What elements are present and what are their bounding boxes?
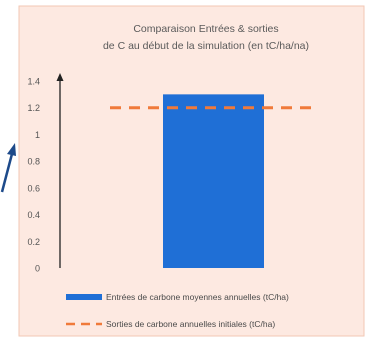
- y-tick-label: 1: [35, 130, 40, 140]
- y-tick-label: 1.4: [27, 77, 40, 87]
- chart-title-line-2: de C au début de la simulation (en tC/ha…: [103, 40, 309, 52]
- chart-title-line-1: Comparaison Entrées & sorties: [133, 23, 278, 35]
- y-tick-label: 0.4: [27, 210, 40, 220]
- y-axis-arrowhead: [56, 73, 64, 81]
- y-tick-label: 0.6: [27, 183, 40, 193]
- annotation-arrow-icon: [0, 143, 16, 193]
- legend-swatch-bar: [66, 294, 102, 300]
- legend-label-dashed-line: Sorties de carbone annuelles initiales (…: [106, 319, 275, 329]
- y-axis-ticks: 0 0.2 0.4 0.6 0.8 1 1.2 1.4: [27, 77, 40, 274]
- legend-label-bar: Entrées de carbone moyennes annuelles (t…: [106, 292, 289, 302]
- bar-carbon-inputs: [163, 94, 264, 268]
- y-tick-label: 1.2: [27, 103, 40, 113]
- y-tick-label: 0.2: [27, 237, 40, 247]
- y-tick-label: 0: [35, 264, 40, 274]
- y-tick-label: 0.8: [27, 157, 40, 167]
